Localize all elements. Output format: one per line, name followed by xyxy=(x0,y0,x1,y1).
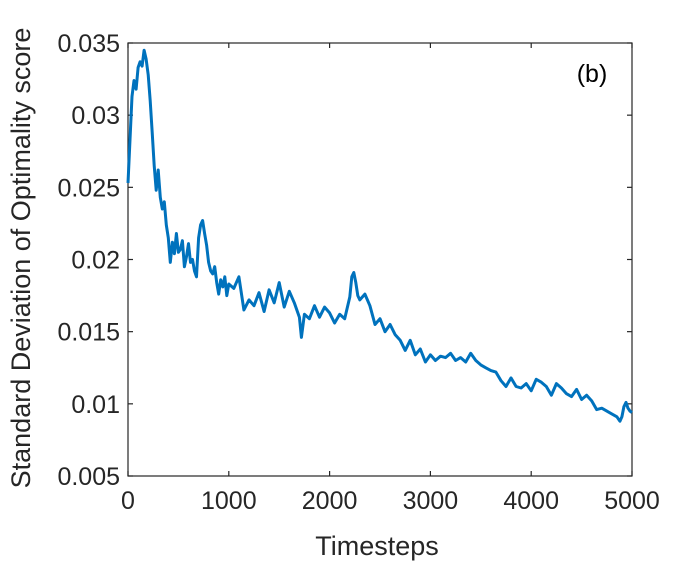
x-tick-label: 5000 xyxy=(604,487,660,515)
y-tick-label: 0.01 xyxy=(71,391,120,419)
y-tick-label: 0.025 xyxy=(57,174,120,202)
panel-label: (b) xyxy=(577,60,608,88)
x-tick-label: 3000 xyxy=(403,487,459,515)
y-axis-label: Standard Deviation of Optimality score xyxy=(6,28,36,489)
y-tick-label: 0.02 xyxy=(71,247,120,275)
x-tick-label: 2000 xyxy=(302,487,358,515)
x-tick-label: 1000 xyxy=(201,487,257,515)
x-axis-ticks: 0 1000 2000 3000 4000 5000 xyxy=(121,43,660,515)
x-axis-label: Timesteps xyxy=(315,531,439,561)
y-tick-label: 0.035 xyxy=(57,30,120,58)
x-tick-label: 4000 xyxy=(503,487,559,515)
y-tick-label: 0.03 xyxy=(71,102,120,130)
y-tick-label: 0.015 xyxy=(57,319,120,347)
series-line xyxy=(126,48,633,423)
x-tick-label: 0 xyxy=(121,487,135,515)
y-tick-label: 0.005 xyxy=(57,463,120,491)
y-axis-ticks: 0.005 0.01 0.015 0.02 0.025 0.03 0.035 xyxy=(57,30,632,491)
